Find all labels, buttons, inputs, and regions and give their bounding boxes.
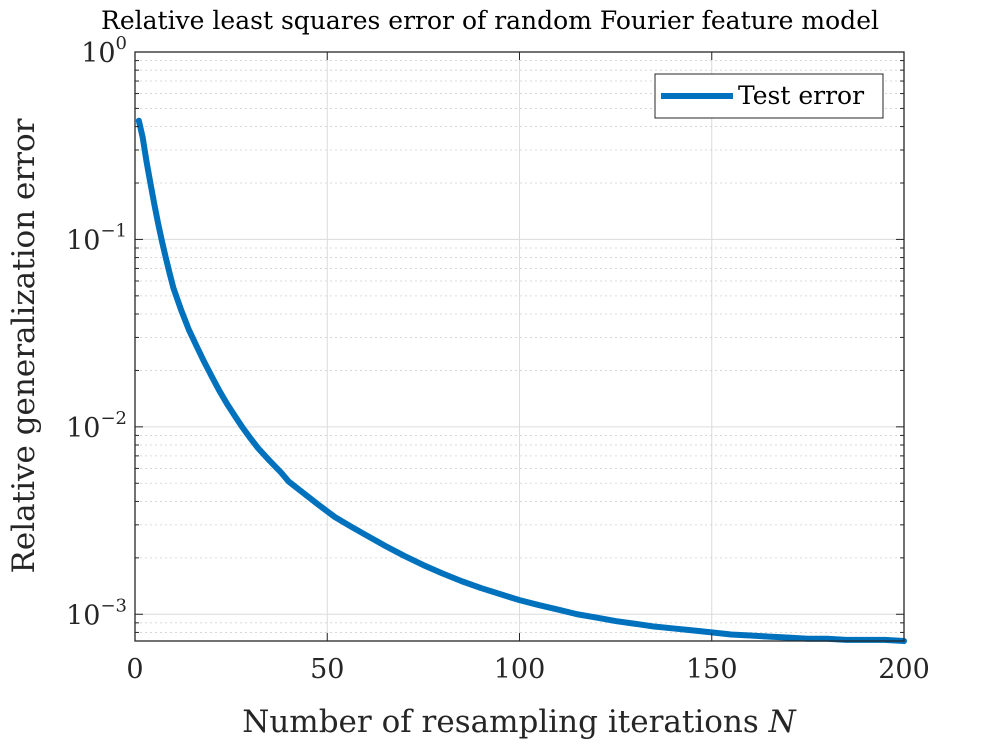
legend-label: Test error (738, 81, 864, 110)
y-tick-label: 10−2 (66, 408, 127, 444)
y-tick-label: 100 (81, 33, 127, 69)
legend: Test error (654, 73, 884, 119)
series-line-test-error (135, 117, 907, 644)
y-tick-label-exponent: −2 (100, 408, 127, 429)
x-axis-label-variable: N (768, 704, 798, 740)
y-tick-label: 10−3 (66, 595, 127, 631)
y-tick-label-exponent: −1 (100, 220, 127, 241)
y-tick-label: 10−1 (66, 220, 127, 256)
y-tick-label-base: 10 (66, 413, 100, 444)
chart-title: Relative least squares error of random F… (101, 6, 879, 35)
x-tick-label: 200 (878, 654, 930, 685)
x-tick-label: 150 (686, 654, 738, 685)
y-tick-label-base: 10 (66, 225, 100, 256)
x-tick-label: 100 (494, 654, 546, 685)
y-axis-label: Relative generalization error (6, 118, 42, 573)
series-layer (135, 117, 907, 644)
x-tick-label: 50 (310, 654, 344, 685)
y-tick-label-base: 10 (66, 600, 100, 631)
y-tick-label-exponent: 0 (116, 33, 127, 54)
x-tick-label: 0 (126, 654, 143, 685)
y-tick-label-base: 10 (81, 38, 115, 69)
y-tick-label-exponent: −3 (100, 595, 127, 616)
x-axis-label: Number of resampling iterations N (242, 704, 797, 740)
x-axis-label-text: Number of resampling iterations (242, 704, 759, 740)
